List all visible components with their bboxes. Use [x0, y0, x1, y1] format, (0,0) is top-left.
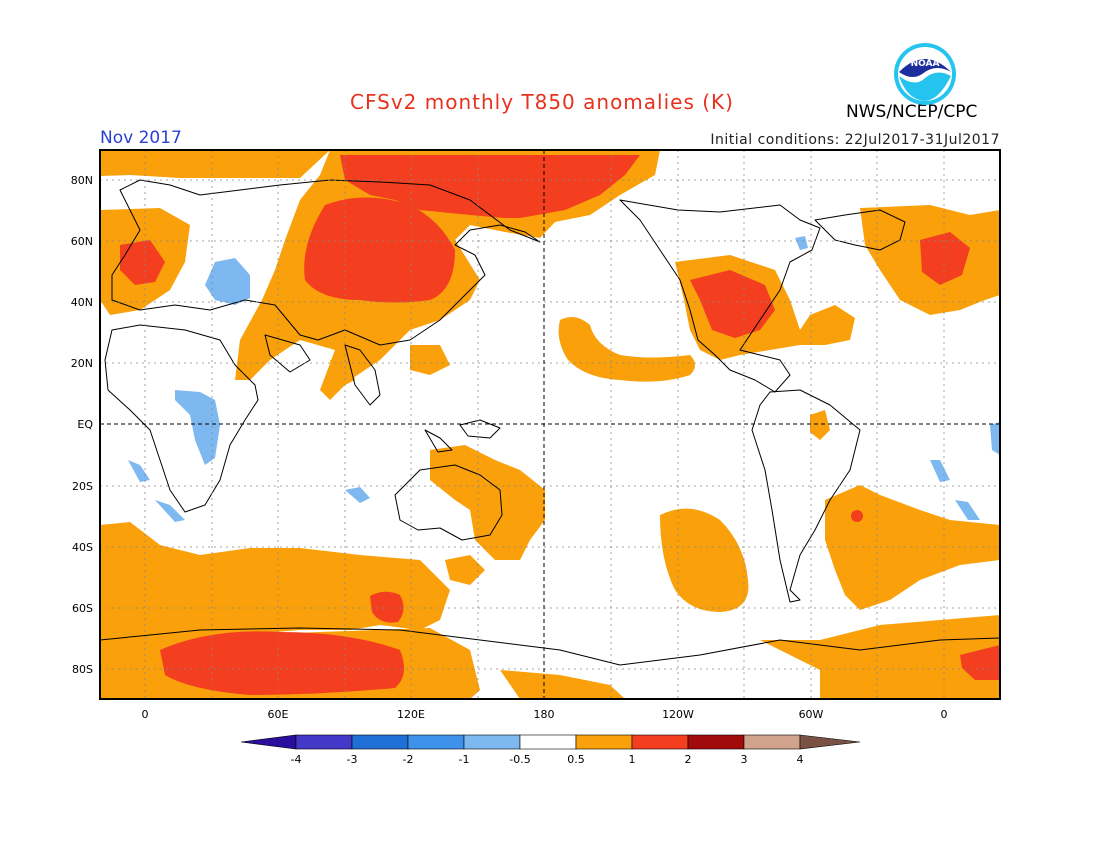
lat-label: 40S [72, 541, 93, 554]
colorbar-swatch [743, 734, 801, 750]
colorbar-label: 0.5 [567, 753, 585, 766]
initial-conditions: Initial conditions: 22Jul2017-31Jul2017 [710, 132, 1000, 148]
colorbar-swatch [407, 734, 465, 750]
colorbar-swatch [631, 734, 689, 750]
colorbar: -4 -3 -2 -1 -0.5 0.5 1 2 3 4 [240, 734, 861, 766]
lat-axis: 80N 60N 40N 20N EQ 20S 40S 60S 80S [71, 174, 94, 676]
forecast-month: Nov 2017 [100, 128, 182, 148]
lat-label: EQ [77, 418, 93, 431]
agency-label: NWS/NCEP/CPC [846, 102, 978, 122]
colorbar-swatch [687, 734, 745, 750]
colorbar-label: -4 [291, 753, 302, 766]
logo-text: NOAA [911, 59, 940, 69]
colorbar-swatch [575, 734, 633, 750]
colorbar-swatch [295, 734, 353, 750]
colorbar-swatch [463, 734, 521, 750]
colorbar-label: 3 [741, 753, 748, 766]
lat-label: 80N [71, 174, 93, 187]
lon-label: 0 [941, 708, 948, 721]
lat-label: 40N [71, 296, 93, 309]
lat-label: 60N [71, 235, 93, 248]
lon-axis: 0 60E 120E 180 120W 60W 0 [142, 708, 948, 721]
lat-label: 20S [72, 480, 93, 493]
lat-label: 80S [72, 663, 93, 676]
lon-label: 0 [142, 708, 149, 721]
colorbar-label: 2 [685, 753, 692, 766]
lon-label: 180 [534, 708, 555, 721]
lat-label: 20N [71, 357, 93, 370]
colorbar-swatch [351, 734, 409, 750]
colorbar-swatch [519, 734, 577, 750]
lon-label: 120W [662, 708, 694, 721]
lon-label: 120E [397, 708, 425, 721]
noaa-logo-icon: NOAA [894, 43, 956, 105]
colorbar-label: -0.5 [509, 753, 530, 766]
colorbar-swatch [240, 734, 297, 750]
anomaly-fields [100, 150, 1000, 699]
lon-label: 60E [268, 708, 289, 721]
map-frame [99, 149, 1001, 700]
colorbar-swatch [799, 734, 861, 750]
colorbar-label: -1 [459, 753, 470, 766]
lon-label: 60W [799, 708, 824, 721]
colorbar-label: 4 [797, 753, 804, 766]
colorbar-label: 1 [629, 753, 636, 766]
colorbar-label: -2 [403, 753, 414, 766]
lat-label: 60S [72, 602, 93, 615]
map-title: CFSv2 monthly T850 anomalies (K) [350, 90, 734, 114]
colorbar-label: -3 [347, 753, 358, 766]
